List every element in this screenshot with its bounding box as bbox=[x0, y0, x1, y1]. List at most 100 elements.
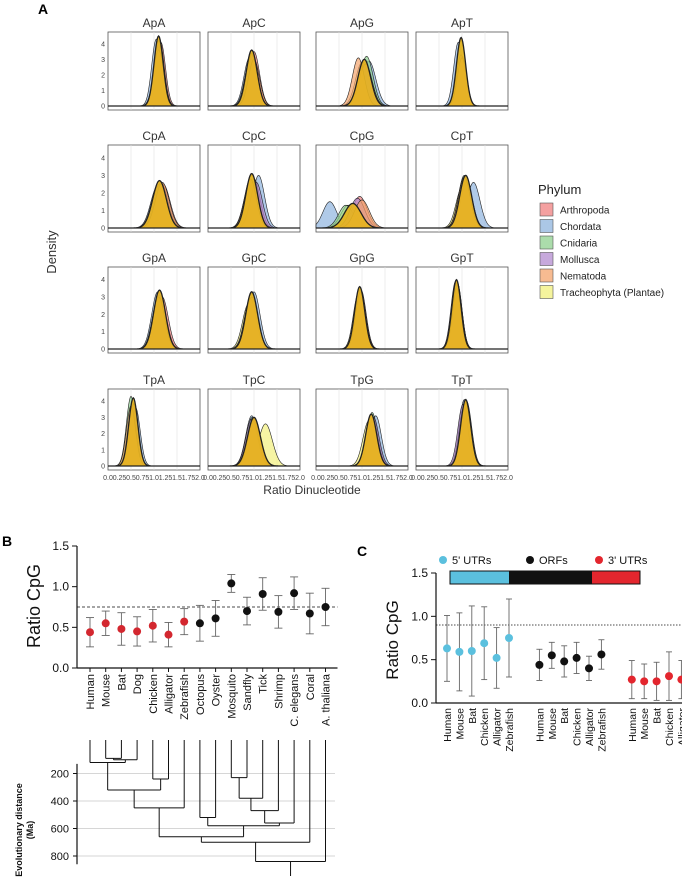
y-tick-label: 1 bbox=[101, 329, 105, 336]
tree-tick-label: 400 bbox=[51, 796, 69, 808]
data-point bbox=[597, 650, 606, 659]
data-point bbox=[305, 609, 314, 618]
legend-label: Cnidaria bbox=[560, 239, 598, 250]
data-point bbox=[164, 630, 173, 639]
facet-title: TpG bbox=[350, 373, 373, 387]
facet-title: GpC bbox=[242, 251, 267, 265]
x-tick-label: Octopus bbox=[195, 674, 207, 715]
data-point bbox=[243, 607, 251, 616]
region-bar-segment bbox=[450, 571, 509, 584]
x-tick-label: Human bbox=[534, 708, 546, 742]
data-point bbox=[211, 614, 220, 623]
region-cpg-chart: 0.0 0.5 1.0 1.5 Ratio CpG 5' UTRs ORFs 3' UTRs H… bbox=[383, 555, 682, 752]
x-tick-label: Chicken bbox=[479, 708, 491, 746]
data-point bbox=[492, 653, 501, 662]
legend-label: Chordata bbox=[560, 222, 602, 233]
phylum-legend: Phylum Arthropoda Chordata Cnidaria Mollusca… bbox=[538, 182, 664, 299]
data-point bbox=[227, 579, 236, 588]
x-tick-label: 0.5 bbox=[334, 475, 344, 482]
x-tick-label: Alligator bbox=[164, 674, 176, 714]
x-tick-label: 2.0 bbox=[403, 475, 413, 482]
facet-title: GpG bbox=[349, 251, 374, 265]
facet-title: ApT bbox=[451, 16, 474, 30]
data-point bbox=[652, 677, 661, 686]
facet-title: ApG bbox=[350, 16, 374, 30]
x-tick-label: Mouse bbox=[454, 708, 466, 740]
x-tick-label: Bat bbox=[652, 708, 664, 724]
facet-title: GpA bbox=[142, 251, 166, 265]
data-point bbox=[455, 647, 464, 656]
legend-label: ORFs bbox=[539, 555, 568, 567]
x-tick-label: A. thaliana bbox=[321, 673, 333, 726]
density-overall bbox=[208, 49, 300, 107]
x-tick-label: Chicken bbox=[572, 708, 584, 746]
region-bar-segment bbox=[509, 571, 592, 584]
data-point bbox=[274, 607, 283, 616]
x-tick-label: Zebrafish bbox=[179, 674, 191, 720]
x-tick-label: Chicken bbox=[664, 708, 676, 746]
data-point bbox=[148, 621, 157, 630]
x-tick-label: Alligator bbox=[584, 707, 596, 745]
x-tick-label: 0.0 bbox=[311, 475, 321, 482]
x-tick-label: 1.0 bbox=[149, 475, 159, 482]
data-point bbox=[572, 653, 581, 662]
density-overall bbox=[416, 398, 508, 467]
density-overall bbox=[208, 291, 300, 350]
legend-swatch bbox=[539, 219, 554, 233]
density-overall bbox=[108, 34, 200, 107]
x-tick-label: 0.25 bbox=[421, 475, 435, 482]
x-tick-label: 1.25 bbox=[159, 475, 173, 482]
region-bar-frame bbox=[449, 570, 641, 585]
facet-title: CpT bbox=[451, 129, 474, 143]
x-tick-label: 0.0 bbox=[411, 475, 421, 482]
data-point bbox=[547, 651, 556, 660]
region-bar-segment bbox=[592, 571, 640, 584]
x-tick-label: C. elegans bbox=[289, 674, 301, 727]
legend-swatch bbox=[539, 285, 554, 299]
x-tick-label: Tick bbox=[258, 674, 270, 694]
legend-title: Phylum bbox=[538, 182, 581, 197]
facet-title: GpT bbox=[450, 251, 474, 265]
x-tick-label: 0.5 bbox=[226, 475, 236, 482]
data-point bbox=[677, 675, 682, 684]
x-tick-label: Mouse bbox=[101, 674, 113, 707]
data-point bbox=[480, 639, 489, 648]
y-tick-label: 3 bbox=[101, 295, 105, 302]
data-point bbox=[627, 675, 636, 684]
phylogenetic-tree: 200 400 600 800 Evolutionary distance(Ma) bbox=[14, 740, 335, 877]
x-tick-label: Chicken bbox=[148, 674, 160, 714]
x-tick-label: 0.5 bbox=[126, 475, 136, 482]
x-tick-label: Alligator bbox=[492, 707, 504, 745]
facet-title: ApC bbox=[242, 16, 266, 30]
legend-label: Nematoda bbox=[560, 272, 607, 283]
density-overall bbox=[416, 36, 508, 107]
tree-tick-label: 200 bbox=[51, 769, 69, 781]
y-tick-label: 0 bbox=[101, 464, 105, 471]
y-tick-label: 3 bbox=[101, 57, 105, 64]
y-tick-label: 0.0 bbox=[52, 661, 69, 675]
data-point bbox=[640, 677, 649, 686]
x-tick-label: Bat bbox=[116, 674, 128, 691]
legend-swatch bbox=[539, 202, 554, 217]
x-tick-label: Mouse bbox=[639, 708, 651, 740]
x-tick-label: 1.5 bbox=[272, 475, 282, 482]
tree-tick-label: 600 bbox=[51, 824, 69, 836]
legend-label: Mollusca bbox=[560, 255, 600, 266]
density-overall bbox=[208, 416, 300, 467]
y-tick-label: 2 bbox=[101, 72, 105, 79]
x-tick-label: Dog bbox=[132, 674, 144, 694]
x-tick-label: Alligator bbox=[676, 707, 682, 745]
facet-title: CpC bbox=[242, 129, 266, 143]
panel-label-c: C bbox=[357, 543, 367, 559]
data-point bbox=[180, 617, 189, 626]
x-tick-label: 0.25 bbox=[213, 475, 227, 482]
x-tick-label: 0.0 bbox=[103, 475, 113, 482]
data-point bbox=[290, 589, 299, 598]
legend-swatch bbox=[539, 252, 554, 266]
density-facet-grid: ApA 0 1 2 3 4 ApC ApG ApT CpA 0 1 2 3 4 CpC CpG CpT GpA 0 1 2… bbox=[44, 16, 513, 497]
x-tick-label: Coral bbox=[305, 674, 317, 700]
facet-title: TpT bbox=[451, 373, 473, 387]
x-tick-label: Sandfly bbox=[242, 674, 254, 711]
facet-title: ApA bbox=[143, 16, 166, 30]
legend-label: Arthropoda bbox=[560, 206, 610, 217]
